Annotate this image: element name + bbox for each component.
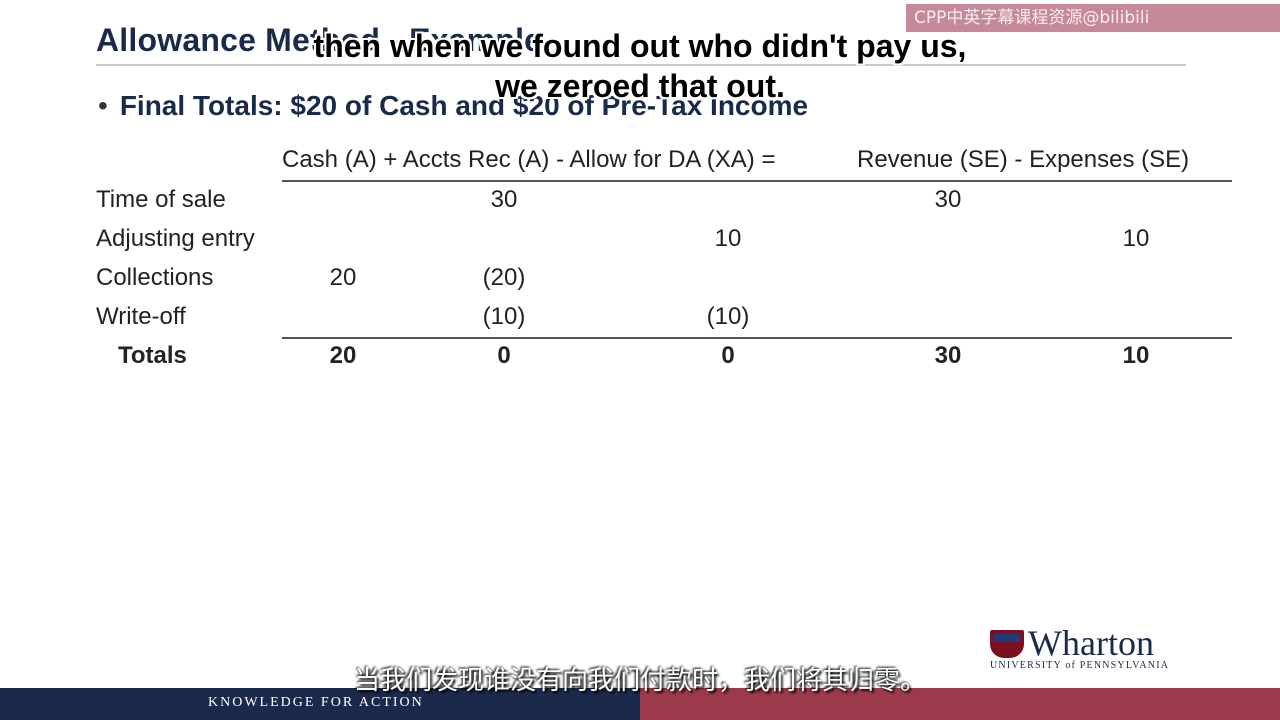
- row-label: Write-off: [96, 303, 186, 330]
- slide-title: Allowance Method - Example: [96, 22, 543, 58]
- cell-cash: 20: [329, 264, 357, 291]
- wharton-logo: Wharton UNIVERSITY of PENNSYLVANIA: [990, 623, 1190, 672]
- totals-label: Totals: [118, 342, 187, 369]
- header-rule: [282, 180, 1232, 182]
- row-label: Time of sale: [96, 186, 226, 213]
- cell-allow: (10): [706, 303, 750, 330]
- total-rev: 30: [934, 342, 962, 369]
- logo-wordmark: Wharton: [1028, 623, 1154, 663]
- subtitle-en-line2: we zeroed that out.: [495, 68, 785, 104]
- row-label: Adjusting entry: [96, 225, 255, 252]
- cell-exp: 10: [1122, 225, 1150, 252]
- header-accounts-right: Revenue (SE) - Expenses (SE): [857, 146, 1190, 173]
- cell-ar: (20): [482, 264, 526, 291]
- subtitle-en-line1: then when we found out who didn't pay us…: [313, 28, 967, 64]
- subtitle-zh: 当我们发现谁没有向我们付款时，我们将其归零。: [353, 666, 926, 696]
- bullet-point: • Final Totals: $20 of Cash and $20 of Pr…: [98, 90, 808, 122]
- footer-tagline: KNOWLEDGE FOR ACTION: [208, 695, 424, 710]
- total-exp: 10: [1122, 342, 1150, 369]
- total-ar: 0: [497, 342, 511, 369]
- logo-subtitle: UNIVERSITY of PENNSYLVANIA: [990, 660, 1170, 671]
- cell-ar: (10): [482, 303, 526, 330]
- ledger-table: Cash (A) + Accts Rec (A) - Allow for DA …: [96, 146, 1232, 369]
- totals-rule: [282, 337, 1232, 339]
- total-allow: 0: [721, 342, 735, 369]
- bullet-text: Final Totals: $20 of Cash and $20 of Pre…: [119, 90, 809, 121]
- header-accounts-left: Cash (A) + Accts Rec (A) - Allow for DA …: [282, 146, 776, 173]
- title-divider: [96, 64, 1186, 66]
- cell-ar: 30: [490, 186, 518, 213]
- shield-icon: [990, 630, 1024, 658]
- watermark: CPP中英字幕课程资源@bilibili: [906, 4, 1280, 32]
- bullet-dot-icon: •: [98, 90, 108, 121]
- footer-bar-right: [640, 688, 1280, 720]
- total-cash: 20: [329, 342, 357, 369]
- row-label: Collections: [96, 264, 214, 291]
- cell-rev: 30: [934, 186, 962, 213]
- cell-allow: 10: [714, 225, 742, 252]
- footer-bar-left: KNOWLEDGE FOR ACTION: [0, 688, 640, 720]
